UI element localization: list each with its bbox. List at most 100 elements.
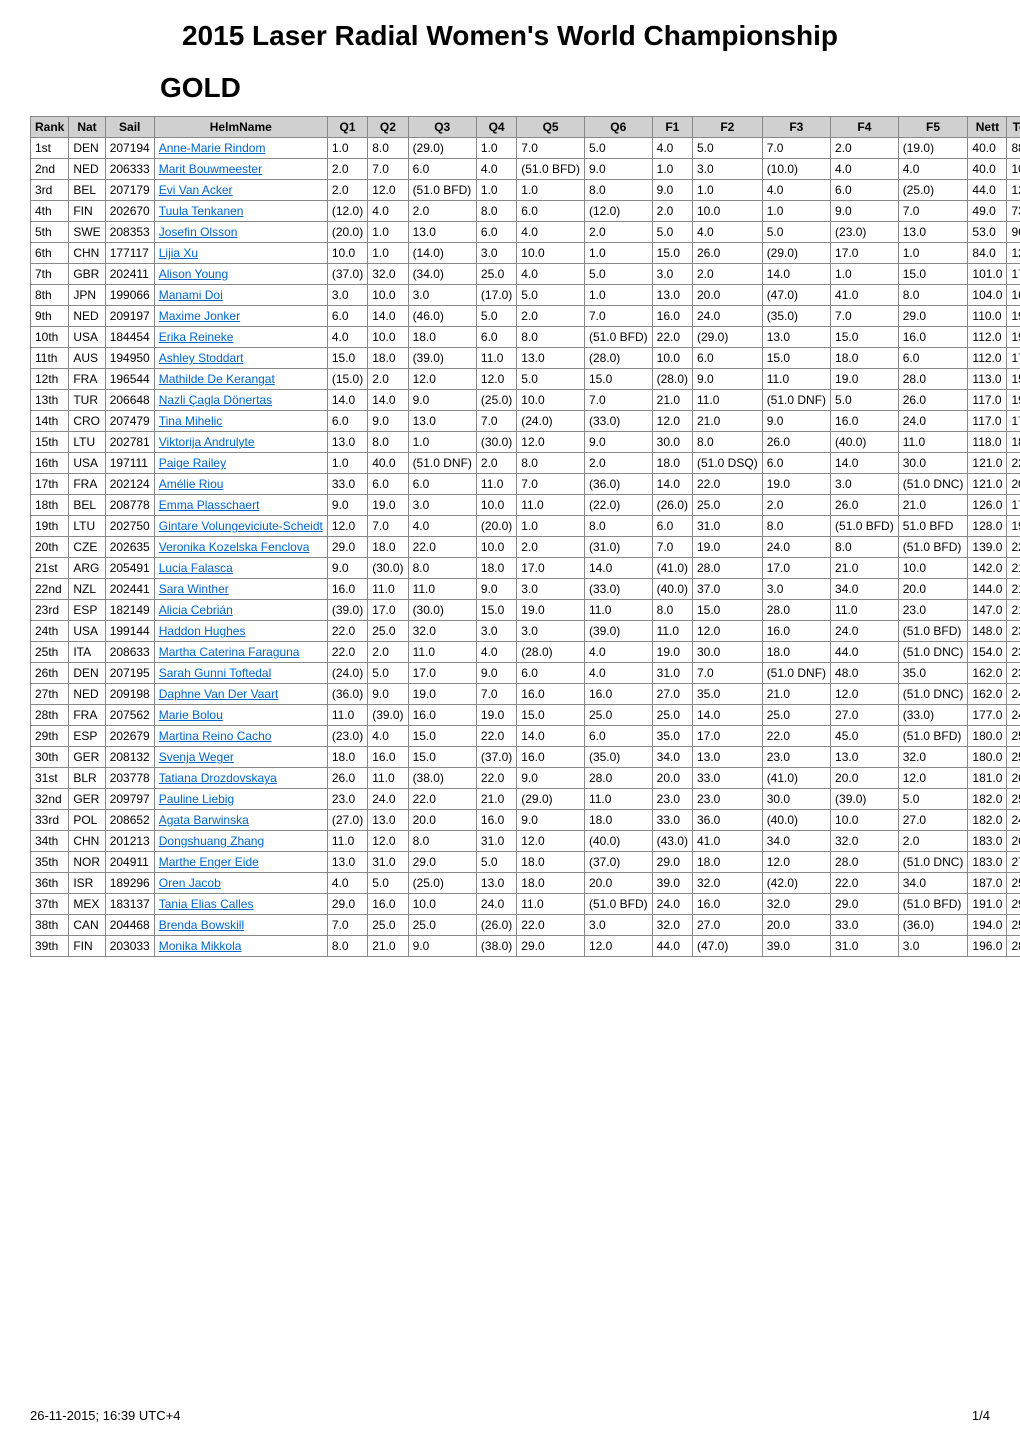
cell: 7.0 bbox=[584, 390, 652, 411]
helm-name-link[interactable]: Lucia Falasca bbox=[154, 558, 327, 579]
helm-name-link[interactable]: Manami Doi bbox=[154, 285, 327, 306]
helm-name-link[interactable]: Martina Reino Cacho bbox=[154, 726, 327, 747]
table-row: 33rdPOL208652Agata Barwinska(27.0)13.020… bbox=[31, 810, 1020, 831]
helm-name-link[interactable]: Maxime Jonker bbox=[154, 306, 327, 327]
cell: 183.0 bbox=[968, 831, 1007, 852]
cell: 1.0 bbox=[898, 243, 968, 264]
helm-name-link[interactable]: Amélie Riou bbox=[154, 474, 327, 495]
cell: 23.0 bbox=[327, 789, 367, 810]
helm-name-link[interactable]: Dongshuang Zhang bbox=[154, 831, 327, 852]
table-row: 5thSWE208353Josefin Olsson(20.0)1.013.06… bbox=[31, 222, 1020, 243]
cell: 184454 bbox=[105, 327, 154, 348]
helm-name-link[interactable]: Evi Van Acker bbox=[154, 180, 327, 201]
helm-name-link[interactable]: Gintare Volungeviciute-Scheidt bbox=[154, 516, 327, 537]
helm-name-link[interactable]: Lijia Xu bbox=[154, 243, 327, 264]
cell: 22nd bbox=[31, 579, 69, 600]
helm-name-link[interactable]: Svenja Weger bbox=[154, 747, 327, 768]
helm-name-link[interactable]: Viktorija Andrulyte bbox=[154, 432, 327, 453]
cell: 16.0 bbox=[327, 579, 367, 600]
helm-name-link[interactable]: Oren Jacob bbox=[154, 873, 327, 894]
cell: 4.0 bbox=[693, 222, 763, 243]
cell: 18.0 bbox=[476, 558, 516, 579]
cell: 22.0 bbox=[831, 873, 899, 894]
cell: 237.0 bbox=[1007, 663, 1020, 684]
cell: (51.0 DNC) bbox=[898, 474, 968, 495]
cell: 5.0 bbox=[476, 306, 516, 327]
helm-name-link[interactable]: Marie Bolou bbox=[154, 705, 327, 726]
helm-name-link[interactable]: Tuula Tenkanen bbox=[154, 201, 327, 222]
cell: 1.0 bbox=[368, 243, 408, 264]
helm-name-link[interactable]: Emma Plasschaert bbox=[154, 495, 327, 516]
cell: 4th bbox=[31, 201, 69, 222]
cell: 101.0 bbox=[968, 264, 1007, 285]
cell: 21.0 bbox=[898, 495, 968, 516]
col-header: F1 bbox=[652, 117, 692, 138]
helm-name-link[interactable]: Nazli Çagla Dönertas bbox=[154, 390, 327, 411]
cell: 22.0 bbox=[476, 726, 516, 747]
cell: (47.0) bbox=[762, 285, 830, 306]
cell: 96.0 bbox=[1007, 222, 1020, 243]
cell: 18.0 bbox=[368, 537, 408, 558]
helm-name-link[interactable]: Anne-Marie Rindom bbox=[154, 138, 327, 159]
cell: 11.0 bbox=[408, 642, 476, 663]
cell: (20.0) bbox=[476, 516, 516, 537]
cell: 3.0 bbox=[408, 495, 476, 516]
helm-name-link[interactable]: Monika Mikkola bbox=[154, 936, 327, 957]
helm-name-link[interactable]: Alicia Cebrián bbox=[154, 600, 327, 621]
cell: 27th bbox=[31, 684, 69, 705]
table-row: 25thITA208633Martha Caterina Faraguna22.… bbox=[31, 642, 1020, 663]
cell: 34.0 bbox=[762, 831, 830, 852]
helm-name-link[interactable]: Tatiana Drozdovskaya bbox=[154, 768, 327, 789]
cell: (51.0 BFD) bbox=[898, 621, 968, 642]
cell: 1.0 bbox=[476, 138, 516, 159]
cell: 16.0 bbox=[693, 894, 763, 915]
cell: TUR bbox=[69, 390, 105, 411]
cell: (30.0) bbox=[408, 600, 476, 621]
helm-name-link[interactable]: Paige Railey bbox=[154, 453, 327, 474]
cell: ISR bbox=[69, 873, 105, 894]
cell: (51.0 BFD) bbox=[408, 180, 476, 201]
cell: 21.0 bbox=[652, 390, 692, 411]
cell: (39.0) bbox=[368, 705, 408, 726]
cell: 13.0 bbox=[327, 852, 367, 873]
helm-name-link[interactable]: Sarah Gunni Toftedal bbox=[154, 663, 327, 684]
cell: 13.0 bbox=[517, 348, 585, 369]
helm-name-link[interactable]: Marit Bouwmeester bbox=[154, 159, 327, 180]
cell: 8.0 bbox=[584, 180, 652, 201]
helm-name-link[interactable]: Tania Elias Calles bbox=[154, 894, 327, 915]
helm-name-link[interactable]: Ashley Stoddart bbox=[154, 348, 327, 369]
cell: 17.0 bbox=[368, 600, 408, 621]
helm-name-link[interactable]: Daphne Van Der Vaart bbox=[154, 684, 327, 705]
cell: 206648 bbox=[105, 390, 154, 411]
helm-name-link[interactable]: Agata Barwinska bbox=[154, 810, 327, 831]
cell: 2.0 bbox=[408, 201, 476, 222]
helm-name-link[interactable]: Josefin Olsson bbox=[154, 222, 327, 243]
cell: 33rd bbox=[31, 810, 69, 831]
cell: 139.0 bbox=[968, 537, 1007, 558]
helm-name-link[interactable]: Alison Young bbox=[154, 264, 327, 285]
cell: 7.0 bbox=[652, 537, 692, 558]
cell: 2.0 bbox=[584, 453, 652, 474]
cell: 183.0 bbox=[968, 852, 1007, 873]
col-header: F4 bbox=[831, 117, 899, 138]
helm-name-link[interactable]: Mathilde De Kerangat bbox=[154, 369, 327, 390]
helm-name-link[interactable]: Marthe Enger Eide bbox=[154, 852, 327, 873]
cell: 14.0 bbox=[652, 474, 692, 495]
cell: 28.0 bbox=[898, 369, 968, 390]
cell: 32.0 bbox=[652, 915, 692, 936]
helm-name-link[interactable]: Veronika Kozelska Fenclova bbox=[154, 537, 327, 558]
helm-name-link[interactable]: Pauline Liebig bbox=[154, 789, 327, 810]
helm-name-link[interactable]: Erika Reineke bbox=[154, 327, 327, 348]
cell: 16.0 bbox=[517, 684, 585, 705]
cell: 12.0 bbox=[762, 852, 830, 873]
helm-name-link[interactable]: Sara Winther bbox=[154, 579, 327, 600]
helm-name-link[interactable]: Brenda Bowskill bbox=[154, 915, 327, 936]
cell: 14th bbox=[31, 411, 69, 432]
cell: 120.0 bbox=[1007, 180, 1020, 201]
cell: (17.0) bbox=[476, 285, 516, 306]
cell: 32.0 bbox=[368, 264, 408, 285]
helm-name-link[interactable]: Tina Mihelic bbox=[154, 411, 327, 432]
helm-name-link[interactable]: Martha Caterina Faraguna bbox=[154, 642, 327, 663]
cell: (51.0 BFD) bbox=[584, 894, 652, 915]
helm-name-link[interactable]: Haddon Hughes bbox=[154, 621, 327, 642]
